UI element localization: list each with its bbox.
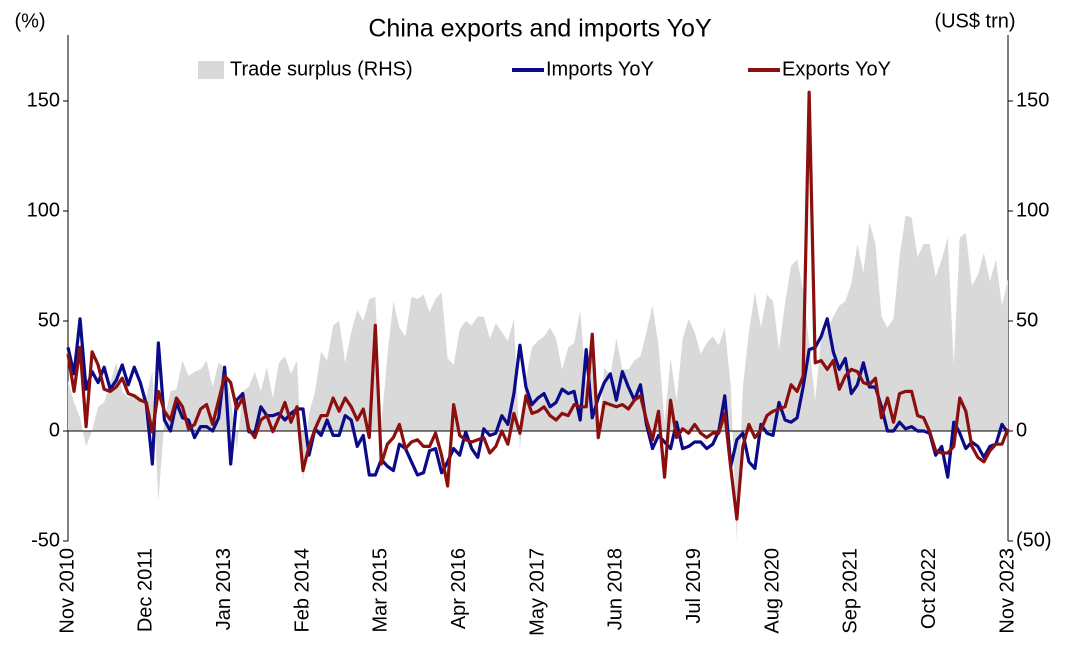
y-tick-label: 150	[27, 89, 60, 111]
x-tick-label: Sep 2021	[840, 548, 862, 634]
y-tick-label: 100	[27, 199, 60, 221]
line	[66, 90, 1010, 521]
x-tick-label: May 2017	[526, 548, 548, 636]
y-tick-label: -50	[31, 529, 60, 551]
x-tick-label: Aug 2020	[761, 548, 783, 634]
legend-label: Exports YoY	[782, 58, 891, 80]
x-tick-label: Jul 2019	[683, 548, 705, 624]
legend-item: Trade surplus (RHS)	[198, 58, 413, 80]
y-tick-label: 0	[49, 419, 60, 441]
chart-title: China exports and imports YoY	[368, 15, 712, 43]
legend-item: Exports YoY	[748, 58, 891, 80]
x-tick-label: Nov 2023	[996, 548, 1018, 634]
x-tick-label: Dec 2011	[135, 548, 157, 632]
legend-item: Imports YoY	[512, 58, 654, 80]
y2-tick-label: 50	[1016, 309, 1038, 331]
x-tick-label: Mar 2015	[370, 548, 392, 633]
legend-swatch	[198, 61, 224, 79]
x-tick-label: Jun 2018	[605, 548, 627, 630]
y2-tick-label: 150	[1016, 89, 1049, 111]
line	[66, 317, 1010, 479]
legend-label: Trade surplus (RHS)	[230, 58, 413, 80]
y2-axis-label: (US$ trn)	[934, 10, 1015, 32]
y2-tick-label: 100	[1016, 199, 1049, 221]
legend-label: Imports YoY	[546, 58, 654, 80]
x-tick-label: Apr 2016	[448, 548, 470, 629]
x-tick-label: Jan 2013	[213, 548, 235, 630]
x-tick-label: Oct 2022	[918, 548, 940, 629]
x-tick-label: Nov 2010	[56, 548, 78, 634]
y2-tick-label: (50)	[1016, 529, 1052, 551]
y-tick-label: 50	[38, 309, 60, 331]
y2-tick-label: 0	[1016, 419, 1027, 441]
x-tick-label: Feb 2014	[291, 548, 313, 633]
y-axis-label: (%)	[14, 10, 45, 32]
